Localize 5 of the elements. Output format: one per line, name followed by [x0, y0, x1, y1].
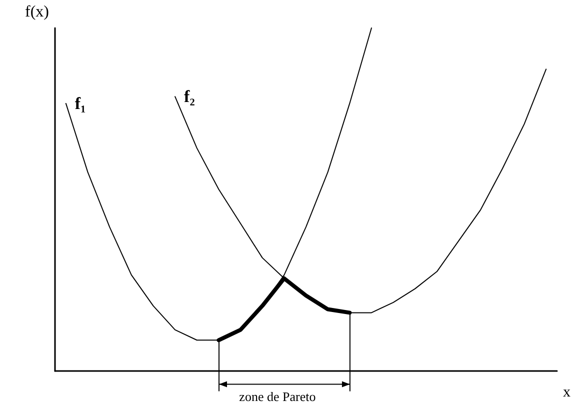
y-axis-title: f(x) — [25, 4, 49, 20]
x-axis-title: x — [563, 384, 571, 400]
text: zone de Pareto — [239, 389, 316, 404]
series-label: f₂ — [184, 87, 195, 106]
series-label: f₁ — [74, 94, 86, 113]
